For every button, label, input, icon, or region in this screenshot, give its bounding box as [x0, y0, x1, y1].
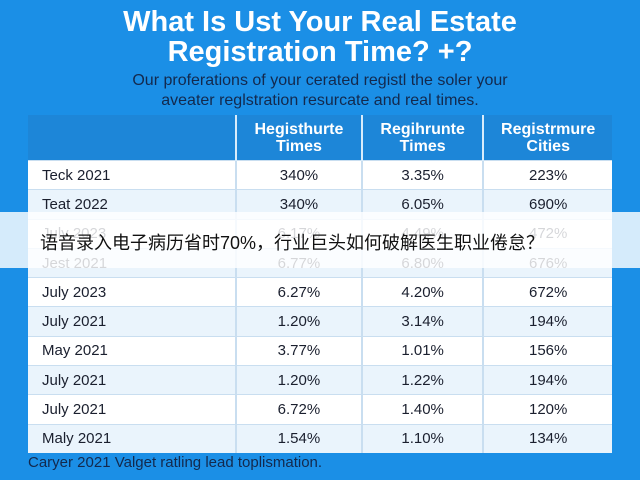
column-header — [28, 115, 236, 161]
table-cell: July 2021 — [28, 394, 236, 425]
table-cell: 1.54% — [235, 423, 362, 453]
table-cell: 3.35% — [360, 159, 484, 190]
table-cell: 1.20% — [235, 306, 362, 337]
table-body: Teck 2021 340% 3.35% 223% Teat 2022 340% 6.05%… — [28, 159, 612, 453]
table-cell: 156% — [482, 335, 612, 366]
table-cell: 672% — [482, 277, 612, 307]
column-header: Hegisthurte Times — [235, 115, 362, 161]
table-cell: 4.20% — [360, 277, 484, 307]
table-row: July 2021 6.72% 1.40% 120% — [28, 394, 612, 425]
table-cell: 120% — [482, 394, 612, 425]
table-cell: 1.10% — [360, 423, 484, 453]
table-cell: Maly 2021 — [28, 423, 236, 453]
column-header: Regihrunte Times — [360, 115, 484, 161]
table-row: Teck 2021 340% 3.35% 223% — [28, 159, 612, 190]
table-cell: May 2021 — [28, 335, 236, 366]
table-cell: 3.14% — [360, 306, 484, 337]
table-row: July 2021 1.20% 1.22% 194% — [28, 365, 612, 395]
table-row: May 2021 3.77% 1.01% 156% — [28, 335, 612, 366]
table-row: July 2021 1.20% 3.14% 194% — [28, 306, 612, 337]
title: What Is Ust Your Real Estate — [123, 6, 517, 38]
table-row: July 2023 6.27% 4.20% 672% — [28, 277, 612, 307]
column-header: Registrmure Cities — [482, 115, 612, 161]
table-cell: Teck 2021 — [28, 159, 236, 190]
subtitle: aveater reglstration resurcate and real … — [161, 92, 479, 109]
table-row: Maly 2021 1.54% 1.10% 134% — [28, 423, 612, 453]
footer: Caryer 2021 Valget ratling lead toplisma… — [28, 454, 323, 471]
table-cell: 1.20% — [235, 365, 362, 395]
table-cell: 340% — [235, 159, 362, 190]
table-cell: 6.72% — [235, 394, 362, 425]
table-cell: July 2023 — [28, 277, 236, 307]
table-cell: July 2021 — [28, 365, 236, 395]
table-cell: 6.27% — [235, 277, 362, 307]
table-cell: 3.77% — [235, 335, 362, 366]
header-row: Hegisthurte Times Regihrunte Times Registr… — [28, 115, 612, 161]
data-table: Hegisthurte Times Regihrunte Times Registr… — [28, 115, 612, 453]
title: Registration Time? +? — [167, 36, 473, 68]
banner: 语音录入电子病历省时70%，行业巨头如何破解医生职业倦怠？ — [0, 212, 640, 268]
table-cell: 194% — [482, 365, 612, 395]
banner-text: 语音录入电子病历省时70%，行业巨头如何破解医生职业倦怠？ — [40, 233, 545, 253]
table-cell: 134% — [482, 423, 612, 453]
table-cell: 223% — [482, 159, 612, 190]
table-cell: 1.01% — [360, 335, 484, 366]
table-cell: 1.40% — [360, 394, 484, 425]
table-cell: July 2021 — [28, 306, 236, 337]
table-cell: 1.22% — [360, 365, 484, 395]
table-cell: 194% — [482, 306, 612, 337]
subtitle: Our proferations of your cerated registl… — [132, 72, 508, 89]
